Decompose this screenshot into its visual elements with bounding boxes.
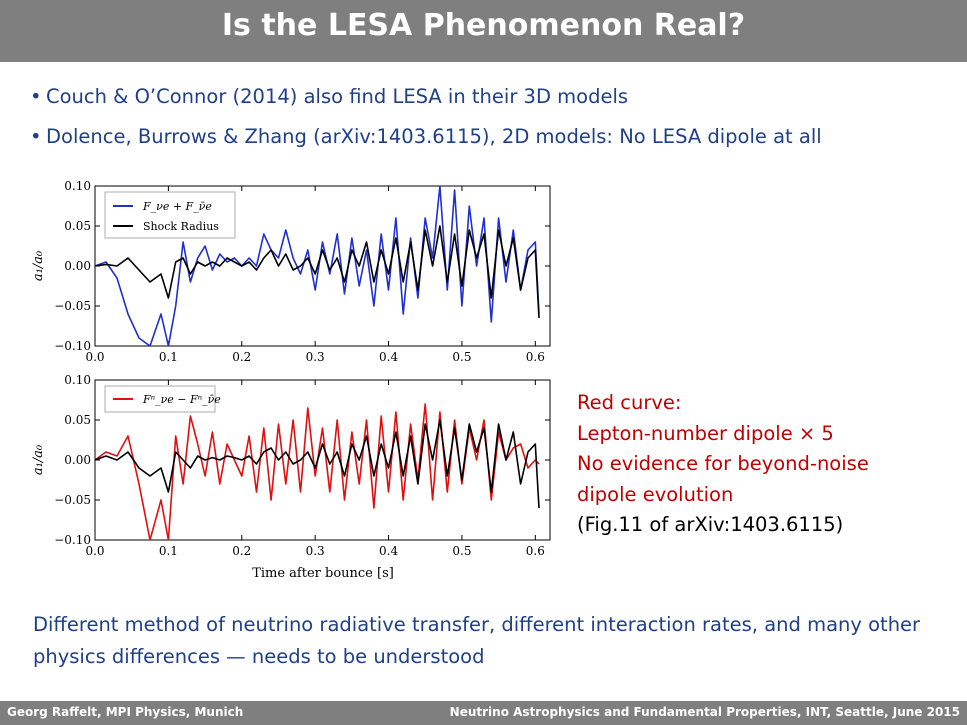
x-ticks-bottom: 0.0 0.1 0.2 0.3 0.4 0.5 0.6 [85, 380, 545, 558]
chart-panel-top: 0.100.050.00−0.05−0.10 0.0 0.1 0.2 0.3 0.4 0.… [31, 179, 551, 364]
footer-bar: Georg Raffelt, MPI Physics, Munich Neutr… [0, 701, 967, 725]
note-line: Lepton-number dipole × 5 [577, 421, 834, 445]
x-tick-label: 0.2 [232, 350, 251, 364]
series-line-bottom-1 [95, 419, 540, 509]
x-tick-label: 0.3 [306, 544, 325, 558]
series-group-bottom [95, 403, 540, 540]
conclusion-text: Different method of neutrino radiative t… [33, 613, 921, 668]
y-tick-label: 0.00 [64, 259, 91, 273]
note-line: Red curve: [577, 391, 682, 414]
legend-label-black: Shock Radius [143, 220, 219, 233]
y-ticks-top: 0.10 0.05 0.00 −0.05 −0.10 [54, 179, 550, 353]
x-ticks-top: 0.0 0.1 0.2 0.3 0.4 0.5 0.6 [85, 186, 545, 364]
y-ticks-bottom: 0.10 0.05 0.00 −0.05 −0.10 [54, 373, 550, 547]
note-citation: (Fig.11 of arXiv:1403.6115) [577, 513, 844, 536]
figure: 0.100.050.00−0.05−0.10 0.0 0.1 0.2 0.3 0.4 0.… [31, 179, 551, 581]
y-tick-label: −0.10 [54, 533, 91, 547]
x-tick-label: 0.0 [85, 350, 104, 364]
y-tick-label: 0.10 [64, 179, 91, 193]
series-line-bottom-0 [95, 403, 540, 540]
title-bar [0, 0, 967, 62]
x-tick-label: 0.4 [379, 350, 398, 364]
x-tick-label: 0.5 [452, 350, 471, 364]
y-axis-label-bottom: a₁/a₀ [31, 444, 46, 475]
y-tick-label: 0.00 [64, 453, 91, 467]
plot-area-bottom [95, 403, 540, 540]
y-tick-label: −0.05 [54, 493, 91, 507]
y-tick-label: 0.05 [64, 219, 91, 233]
x-axis-label-bottom: Time after bounce [s] [252, 566, 394, 581]
x-tick-label: 0.2 [232, 544, 251, 558]
note-line: No evidence for beyond-noise [577, 452, 869, 475]
plot-area-top [95, 186, 540, 346]
footer-event: Neutrino Astrophysics and Fundamental Pr… [449, 705, 960, 719]
y-tick-label: −0.10 [54, 339, 91, 353]
legend-label-blue: F_νe + F_ν̄e [142, 200, 212, 213]
y-tick-label: 0.05 [64, 413, 91, 427]
x-tick-label: 0.1 [159, 350, 178, 364]
x-tick-label: 0.6 [526, 544, 545, 558]
x-tick-label: 0.5 [452, 544, 471, 558]
x-tick-label: 0.3 [306, 350, 325, 364]
slide-title: Is the LESA Phenomenon Real? [221, 8, 746, 43]
bullet-item: Dolence, Burrows & Zhang (arXiv:1403.611… [30, 122, 950, 162]
legend-bottom: Fⁿ_νe − Fⁿ_ν̄e [104, 385, 221, 413]
bullet-list: Couch & O’Connor (2014) also find LESA i… [30, 82, 950, 162]
chart-panel-bottom: 0.100.050.00−0.05−0.10 0.0 0.1 0.2 0.3 0.4 0.… [31, 373, 551, 581]
bullet-item: Couch & O’Connor (2014) also find LESA i… [30, 82, 950, 122]
legend-label-red: Fⁿ_νe − Fⁿ_ν̄e [142, 393, 221, 406]
series-group-top [95, 186, 540, 346]
footer-author: Georg Raffelt, MPI Physics, Munich [7, 705, 244, 719]
legend-top: F_νe + F_ν̄e Shock Radius [104, 191, 236, 239]
y-axis-label-top: a₁/a₀ [31, 250, 46, 281]
note-line: dipole evolution [577, 482, 734, 506]
series-line-top-1 [95, 225, 540, 319]
x-tick-label: 0.0 [85, 544, 104, 558]
side-note: Red curve: Lepton-number dipole × 5 No e… [577, 388, 947, 541]
x-tick-label: 0.4 [379, 544, 398, 558]
y-tick-label: 0.10 [64, 373, 91, 387]
legend-box-top [104, 191, 236, 239]
y-tick-label: −0.05 [54, 299, 91, 313]
x-tick-label: 0.1 [159, 544, 178, 558]
x-tick-label: 0.6 [526, 350, 545, 364]
